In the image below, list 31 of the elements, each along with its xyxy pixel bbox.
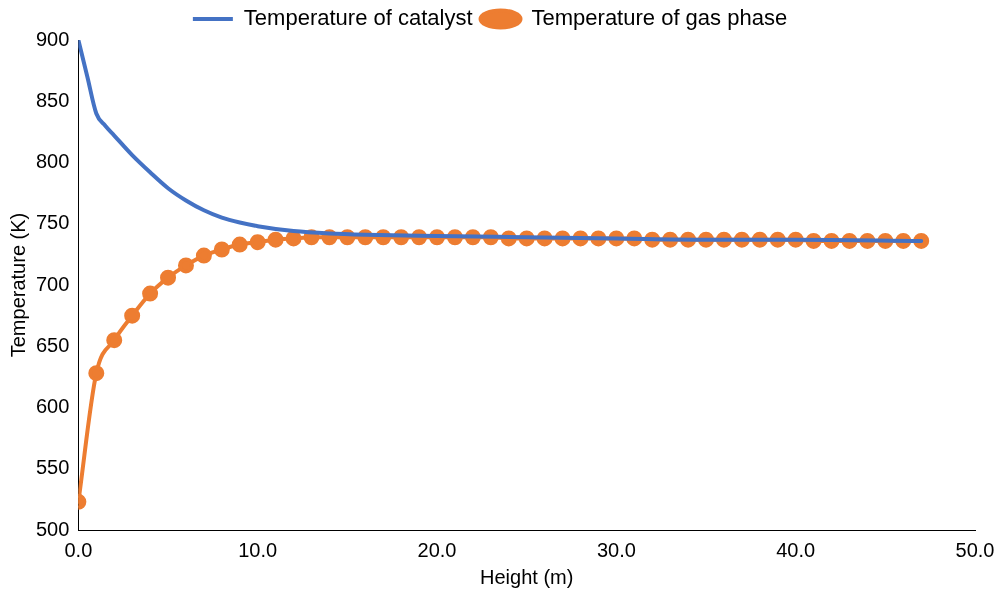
legend-label: Temperature of gas phase bbox=[531, 5, 788, 31]
point bbox=[88, 365, 105, 382]
y-tick-label: 700 bbox=[35, 272, 70, 295]
x-tick-label: 30.0 bbox=[596, 538, 636, 561]
y-tick-label: 500 bbox=[35, 517, 70, 540]
x-tick-label: 50.0 bbox=[955, 538, 995, 561]
y-tick-label: 900 bbox=[35, 27, 70, 50]
point bbox=[124, 307, 141, 324]
point bbox=[177, 257, 194, 274]
point bbox=[231, 236, 248, 253]
y-tick-label: 750 bbox=[35, 211, 70, 234]
y-tick-label: 650 bbox=[35, 333, 70, 356]
x-tick-label: 20.0 bbox=[417, 538, 457, 561]
x-tick-label: 10.0 bbox=[238, 538, 278, 561]
point bbox=[249, 234, 266, 251]
y-tick-label: 850 bbox=[35, 88, 70, 111]
y-axis-title: Temperature (K) bbox=[6, 212, 29, 358]
legend-label: Temperature of catalyst bbox=[243, 5, 473, 31]
x-axis-title: Height (m) bbox=[480, 565, 574, 588]
x-tick-label: 40.0 bbox=[776, 538, 816, 561]
x-tick-label: 0.0 bbox=[64, 538, 93, 561]
y-tick-label: 550 bbox=[35, 456, 70, 479]
y-tick-label: 800 bbox=[35, 150, 70, 173]
point bbox=[142, 285, 159, 302]
point bbox=[106, 332, 123, 349]
point bbox=[160, 269, 177, 286]
point bbox=[285, 230, 302, 247]
point bbox=[267, 231, 284, 248]
point bbox=[213, 241, 230, 258]
point bbox=[195, 247, 212, 264]
y-tick-label: 600 bbox=[35, 395, 70, 418]
